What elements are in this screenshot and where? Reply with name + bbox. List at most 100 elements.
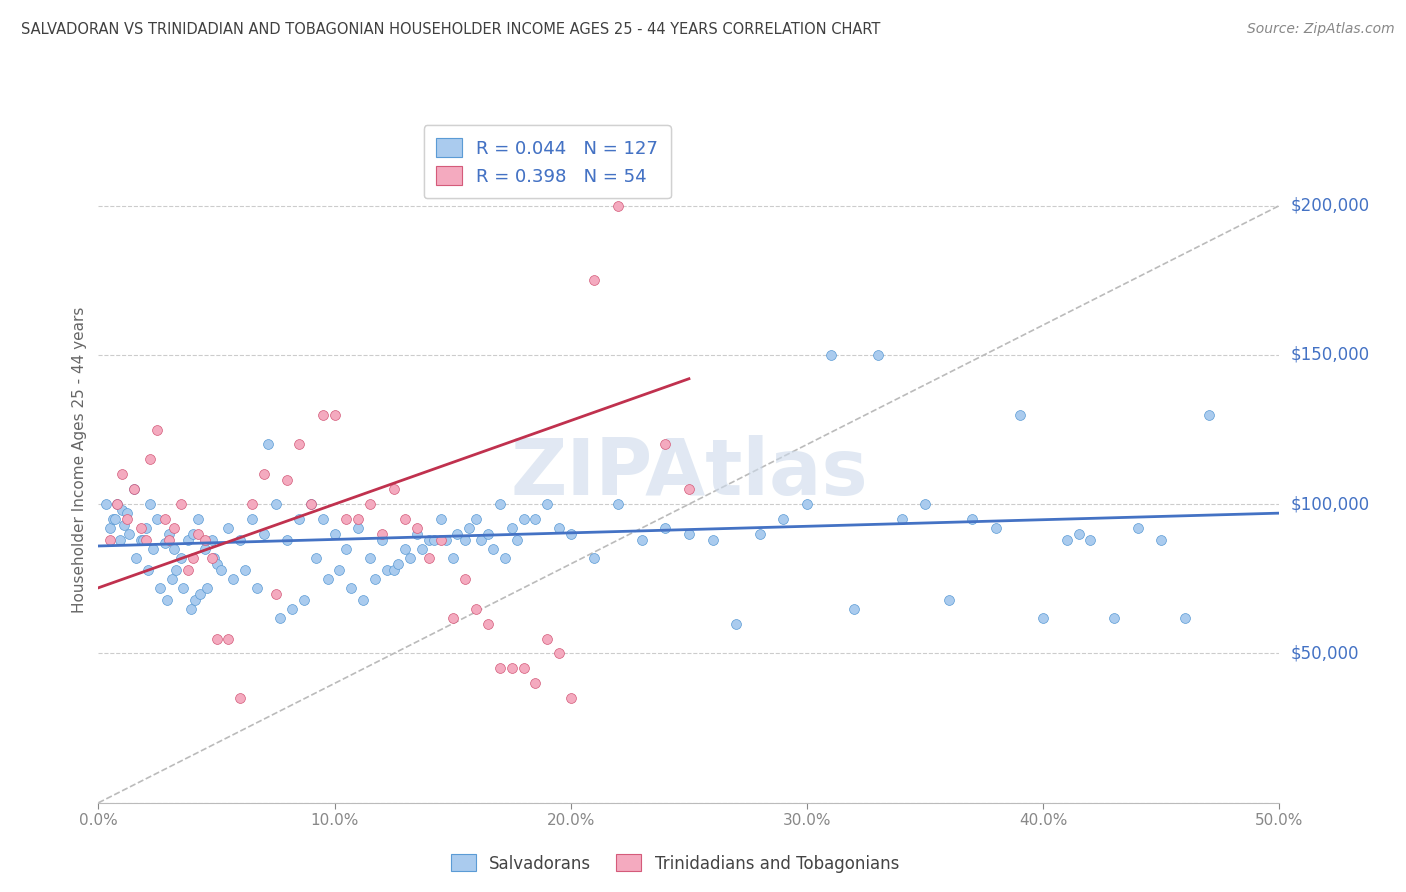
Point	[160, 572, 183, 586]
Point	[820, 348, 842, 362]
Text: Source: ZipAtlas.com: Source: ZipAtlas.com	[1247, 22, 1395, 37]
Text: $100,000: $100,000	[1291, 495, 1369, 513]
Point	[125, 550, 148, 565]
Point	[111, 467, 134, 482]
Point	[305, 550, 328, 565]
Point	[583, 273, 606, 287]
Point	[209, 563, 232, 577]
Point	[201, 550, 224, 565]
Point	[177, 563, 200, 577]
Point	[105, 497, 128, 511]
Y-axis label: Householder Income Ages 25 - 44 years: Householder Income Ages 25 - 44 years	[72, 306, 87, 613]
Point	[772, 512, 794, 526]
Point	[536, 632, 558, 646]
Point	[465, 601, 488, 615]
Point	[129, 521, 152, 535]
Point	[371, 533, 394, 547]
Point	[323, 408, 346, 422]
Point	[276, 533, 298, 547]
Point	[184, 592, 207, 607]
Point	[1174, 610, 1197, 624]
Point	[157, 533, 180, 547]
Point	[323, 527, 346, 541]
Point	[938, 592, 960, 607]
Point	[382, 563, 405, 577]
Point	[233, 563, 256, 577]
Point	[418, 533, 440, 547]
Point	[477, 616, 499, 631]
Point	[172, 581, 194, 595]
Point	[702, 533, 724, 547]
Point	[453, 533, 475, 547]
Point	[205, 632, 228, 646]
Point	[165, 563, 187, 577]
Point	[423, 533, 446, 547]
Point	[430, 512, 453, 526]
Point	[1056, 533, 1078, 547]
Legend: Salvadorans, Trinidadians and Tobagonians: Salvadorans, Trinidadians and Tobagonian…	[444, 847, 905, 880]
Point	[299, 497, 322, 511]
Point	[108, 533, 131, 547]
Point	[1198, 408, 1220, 422]
Point	[406, 527, 429, 541]
Point	[678, 482, 700, 496]
Point	[678, 527, 700, 541]
Point	[583, 550, 606, 565]
Point	[149, 581, 172, 595]
Point	[229, 691, 252, 706]
Point	[347, 512, 370, 526]
Point	[434, 533, 457, 547]
Point	[115, 506, 138, 520]
Point	[844, 601, 866, 615]
Point	[536, 497, 558, 511]
Point	[195, 581, 218, 595]
Point	[1102, 610, 1125, 624]
Point	[312, 512, 335, 526]
Point	[146, 512, 169, 526]
Legend: R = 0.044   N = 127, R = 0.398   N = 54: R = 0.044 N = 127, R = 0.398 N = 54	[423, 125, 671, 198]
Point	[505, 533, 527, 547]
Point	[494, 550, 516, 565]
Point	[205, 557, 228, 571]
Point	[548, 647, 571, 661]
Point	[560, 691, 582, 706]
Point	[94, 497, 117, 511]
Text: $200,000: $200,000	[1291, 196, 1369, 215]
Point	[202, 550, 225, 565]
Point	[105, 497, 128, 511]
Point	[201, 533, 224, 547]
Point	[292, 592, 315, 607]
Point	[111, 503, 134, 517]
Point	[560, 527, 582, 541]
Point	[142, 541, 165, 556]
Point	[153, 512, 176, 526]
Point	[157, 527, 180, 541]
Point	[430, 533, 453, 547]
Point	[188, 587, 211, 601]
Point	[222, 572, 245, 586]
Point	[217, 632, 239, 646]
Point	[288, 512, 311, 526]
Point	[312, 408, 335, 422]
Point	[347, 521, 370, 535]
Point	[654, 521, 676, 535]
Point	[163, 541, 186, 556]
Point	[406, 521, 429, 535]
Point	[122, 482, 145, 496]
Point	[725, 616, 748, 631]
Point	[1067, 527, 1090, 541]
Text: SALVADORAN VS TRINIDADIAN AND TOBAGONIAN HOUSEHOLDER INCOME AGES 25 - 44 YEARS C: SALVADORAN VS TRINIDADIAN AND TOBAGONIAN…	[21, 22, 880, 37]
Point	[135, 533, 157, 547]
Point	[524, 676, 547, 690]
Text: $50,000: $50,000	[1291, 645, 1360, 663]
Point	[359, 497, 381, 511]
Point	[104, 512, 127, 526]
Point	[962, 512, 984, 526]
Point	[394, 512, 416, 526]
Point	[1150, 533, 1173, 547]
Point	[118, 527, 141, 541]
Point	[135, 521, 157, 535]
Point	[501, 521, 523, 535]
Point	[146, 423, 169, 437]
Point	[399, 550, 422, 565]
